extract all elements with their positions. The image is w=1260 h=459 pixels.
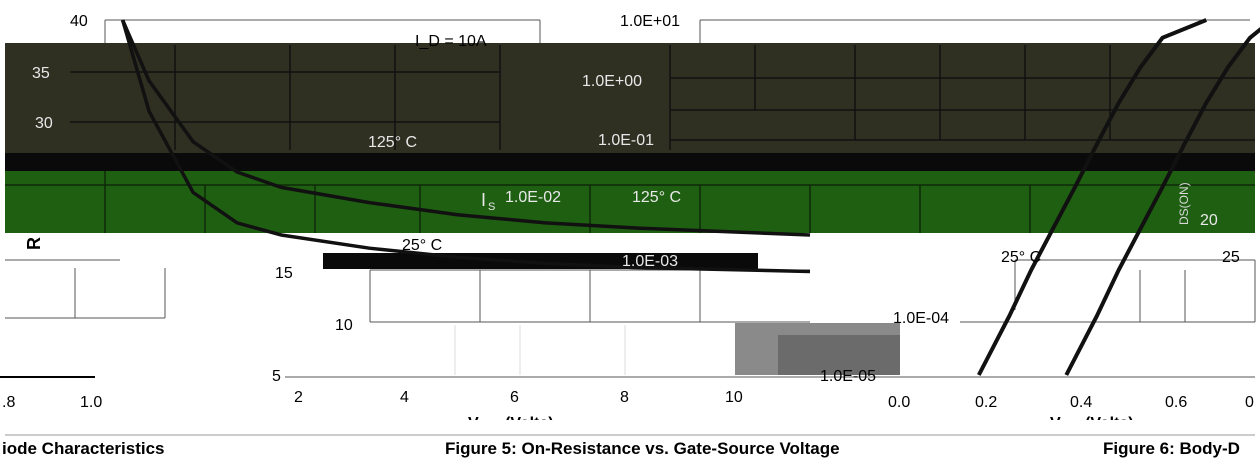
x-tick-label: 1.0 [80, 394, 102, 411]
y-tick-label: 1.0E-04 [893, 310, 949, 327]
mid-annotations: 125° C 25° C [632, 189, 1041, 266]
dark-band-grid [70, 45, 1255, 150]
left-y-ticks: 40 35 30 15 10 5 20 25 [32, 13, 1240, 385]
xlabel-clip-mask [0, 420, 1260, 434]
left-chart-curves [120, 19, 811, 274]
x-tick-label: 0.6 [1165, 394, 1187, 411]
x-tick-label: 0 [1245, 394, 1254, 411]
y-tick-label: 35 [32, 65, 50, 82]
left-ylabel: R [24, 237, 44, 250]
middle-chart-curves [977, 18, 1260, 376]
caption-middle: Figure 5: On-Resistance vs. Gate-Source … [445, 439, 840, 458]
right-ylabel: DS(ON) [1177, 182, 1191, 225]
x-tick-label: 6 [510, 389, 519, 406]
left-x-ticks: .8 1.0 [2, 394, 102, 411]
y-tick-label: 25 [1222, 249, 1240, 266]
y-tick-label: 1.0E-02 [505, 189, 561, 206]
dark-band [5, 43, 1255, 153]
y-tick-label: 1.0E-01 [598, 132, 654, 149]
x-tick-label: 0.4 [1070, 394, 1092, 411]
series-line-1 [1064, 27, 1260, 376]
annotation-25c: 25° C [1001, 249, 1041, 266]
white-section-grid [0, 19, 1256, 436]
y-tick-label: 5 [272, 368, 281, 385]
ylabel-letter: I [481, 190, 486, 210]
left-annotations: I_D = 10A 125° C 25° C [368, 33, 487, 254]
mid-x-ticks: 2 4 6 8 10 0.0 0.2 0.4 0.6 0 [294, 389, 1254, 411]
ylabel-sub: DS(ON) [1177, 182, 1191, 225]
series-line-1 [120, 19, 811, 274]
annotation-25c: 25° C [402, 237, 442, 254]
series-line-0 [977, 18, 1208, 376]
black-band [5, 153, 1255, 171]
x-tick-label: 0.0 [888, 394, 910, 411]
x-tick-label: 8 [620, 389, 629, 406]
x-tick-label: 2 [294, 389, 303, 406]
annotation-125c: 125° C [368, 134, 417, 151]
y-tick-label: 20 [1200, 212, 1218, 229]
y-tick-label: 1.0E+01 [620, 13, 680, 30]
x-tick-label: 4 [400, 389, 409, 406]
y-tick-label: 30 [35, 115, 53, 132]
mid-ylabel: I S [481, 190, 495, 213]
black-strip [323, 253, 758, 269]
series-line-0 [120, 19, 811, 237]
ylabel-sub: S [488, 201, 495, 213]
x-tick-label: .8 [2, 394, 15, 411]
mid-y-ticks: 1.0E+01 1.0E+00 1.0E-01 1.0E-02 1.0E-03 … [505, 13, 949, 385]
captions: iode Characteristics Figure 5: On-Resist… [2, 439, 1240, 458]
y-tick-label: 1.0E+00 [582, 73, 642, 90]
annotation-125c: 125° C [632, 189, 681, 206]
y-tick-label: 15 [275, 265, 293, 282]
caption-left: iode Characteristics [2, 439, 165, 458]
y-tick-label: 1.0E-03 [622, 253, 678, 270]
caption-right: Figure 6: Body-D [1103, 439, 1240, 458]
y-tick-label: 40 [70, 13, 88, 30]
gray-box-dark [778, 335, 900, 375]
green-band [5, 171, 1255, 233]
annotation-id: I_D = 10A [415, 33, 487, 50]
x-tick-label: 0.2 [975, 394, 997, 411]
x-tick-label: 10 [725, 389, 743, 406]
y-tick-label: 10 [335, 317, 353, 334]
y-tick-label: 1.0E-05 [820, 368, 876, 385]
